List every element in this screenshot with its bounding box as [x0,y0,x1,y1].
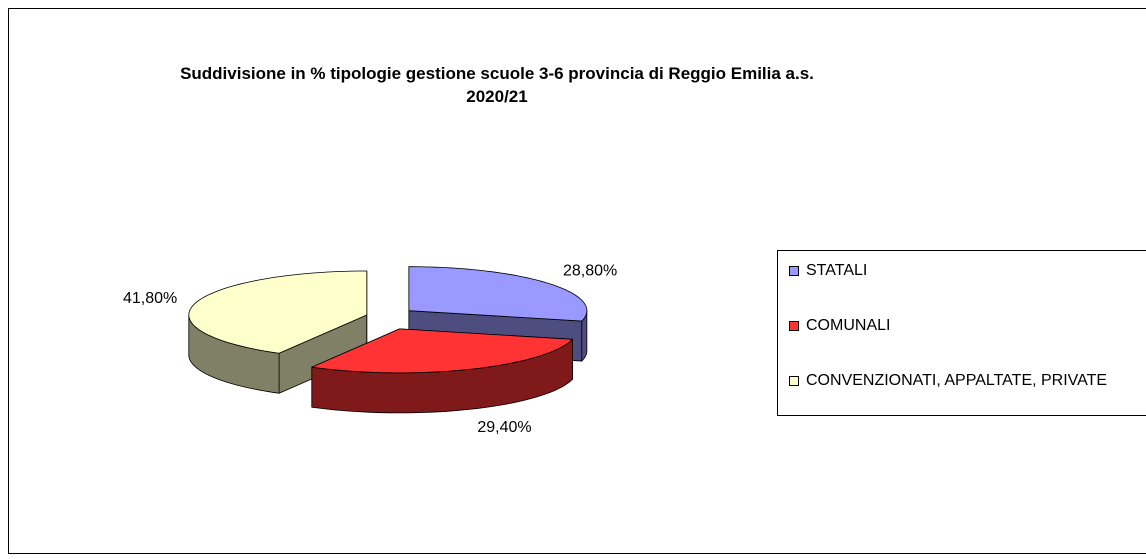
slice [311,328,573,374]
legend-label: CONVENZIONATI, APPALTATE, PRIVATE [806,372,1108,389]
legend-label: STATALI [806,262,868,279]
slice [188,270,368,354]
legend-swatch [789,321,799,331]
data-label: 41,80% [123,290,177,307]
legend-swatch [789,266,799,276]
legend-label: COMUNALI [806,317,891,334]
legend: STATALI COMUNALI CONVENZIONATI, APPALTATE,… [777,250,1146,416]
chart-border [8,8,1146,554]
slice [408,266,588,322]
data-label: 29,40% [477,419,531,436]
legend-item: COMUNALI [789,316,1146,336]
legend-swatch [789,376,799,386]
chart-title: Suddivisione in % tipologie gestione scu… [180,64,814,106]
legend-item: CONVENZIONATI, APPALTATE, PRIVATE [789,371,1146,391]
legend-item: STATALI [789,261,1146,281]
data-label: 28,80% [563,262,617,279]
